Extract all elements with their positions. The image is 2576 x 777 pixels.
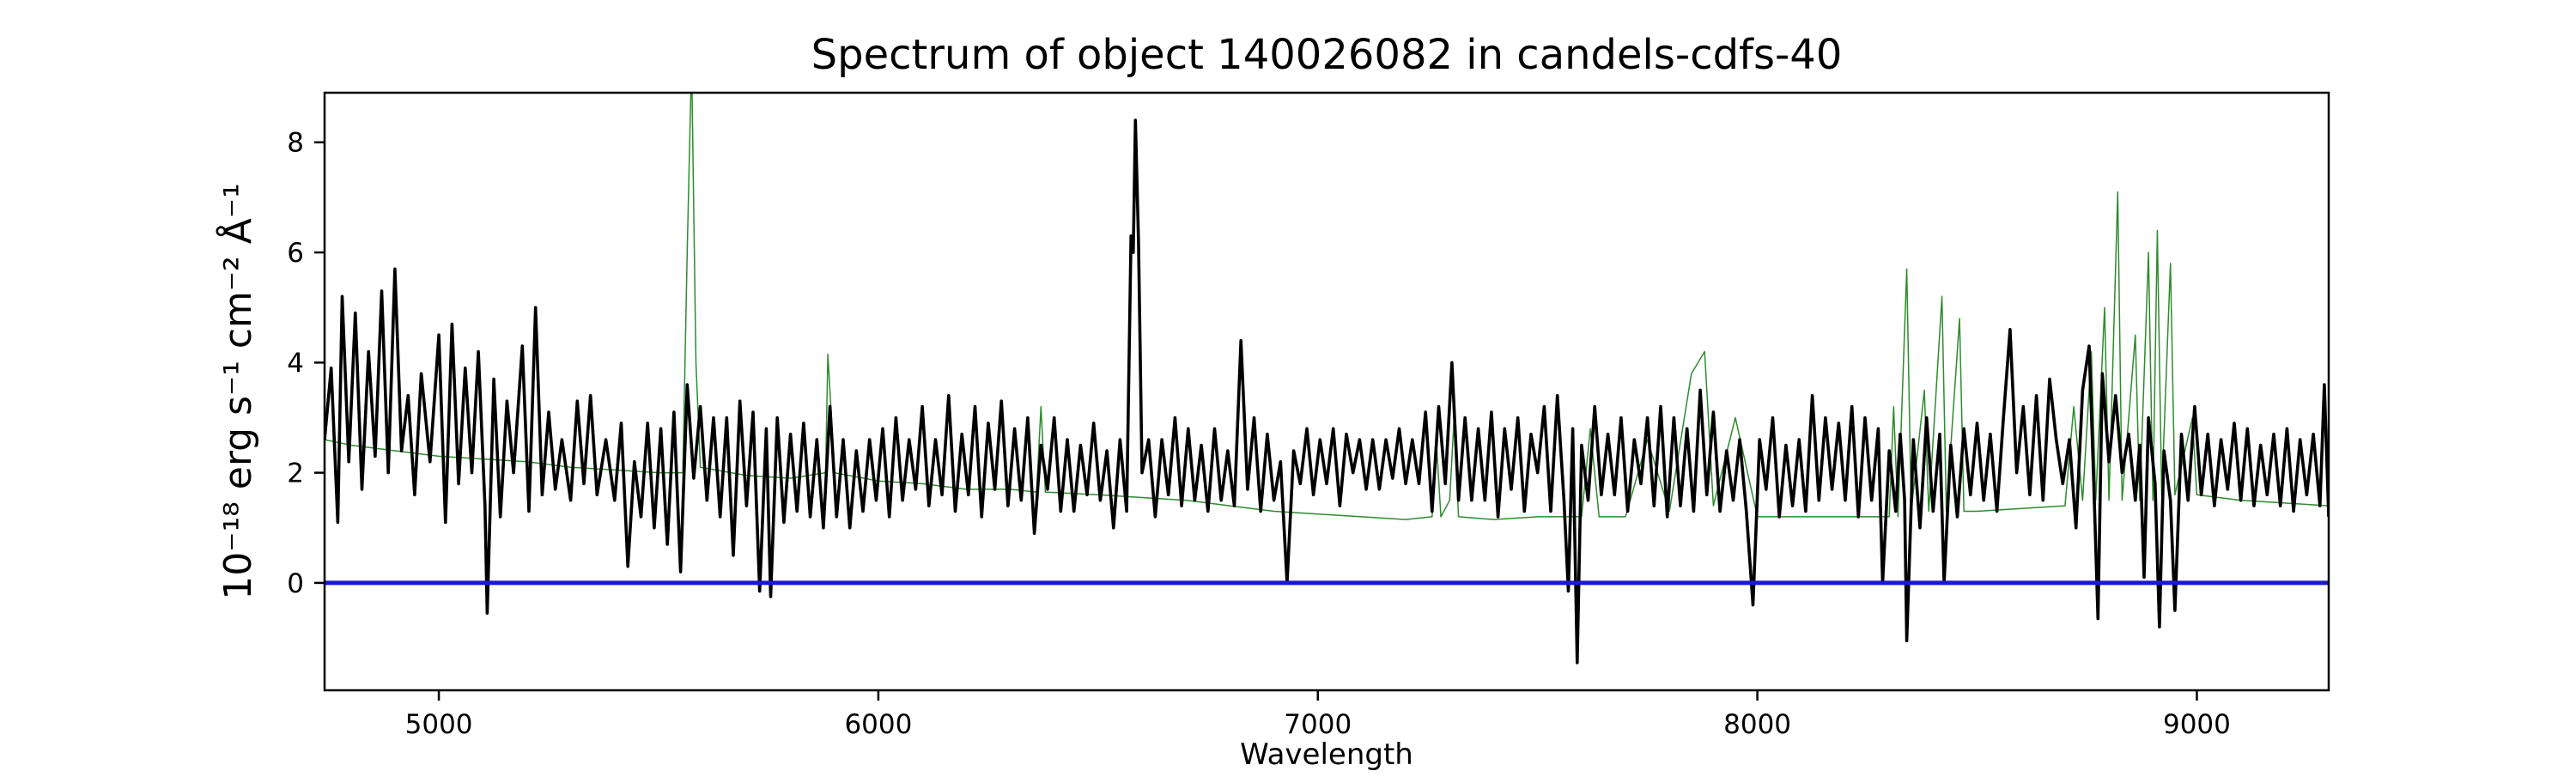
y-axis-label: 10⁻¹⁸ erg s⁻¹ cm⁻² Å⁻¹: [215, 183, 260, 599]
y-axis: 0 2 4 6 8: [287, 128, 325, 599]
x-tick-label: 9000: [2163, 709, 2231, 740]
series-layer: [325, 93, 2329, 665]
plot-frame: [323, 91, 2330, 692]
y-tick-label: 0: [287, 568, 304, 599]
y-tick-label: 8: [287, 128, 304, 159]
x-tick-label: 5000: [405, 709, 473, 740]
x-tick-label: 6000: [844, 709, 912, 740]
y-tick-label: 6: [287, 238, 304, 269]
chart-title: Spectrum of object 140026082 in candels-…: [811, 31, 1843, 79]
x-tick-label: 7000: [1284, 709, 1352, 740]
y-tick-label: 4: [287, 348, 304, 379]
x-tick-label: 8000: [1723, 709, 1791, 740]
error-series-line: [325, 93, 2329, 520]
x-axis: 5000 6000 7000 8000 9000: [405, 690, 2231, 740]
x-axis-label: Wavelength: [1240, 738, 1413, 772]
flux-series-line: [325, 118, 2329, 665]
y-tick-label: 2: [287, 458, 304, 489]
